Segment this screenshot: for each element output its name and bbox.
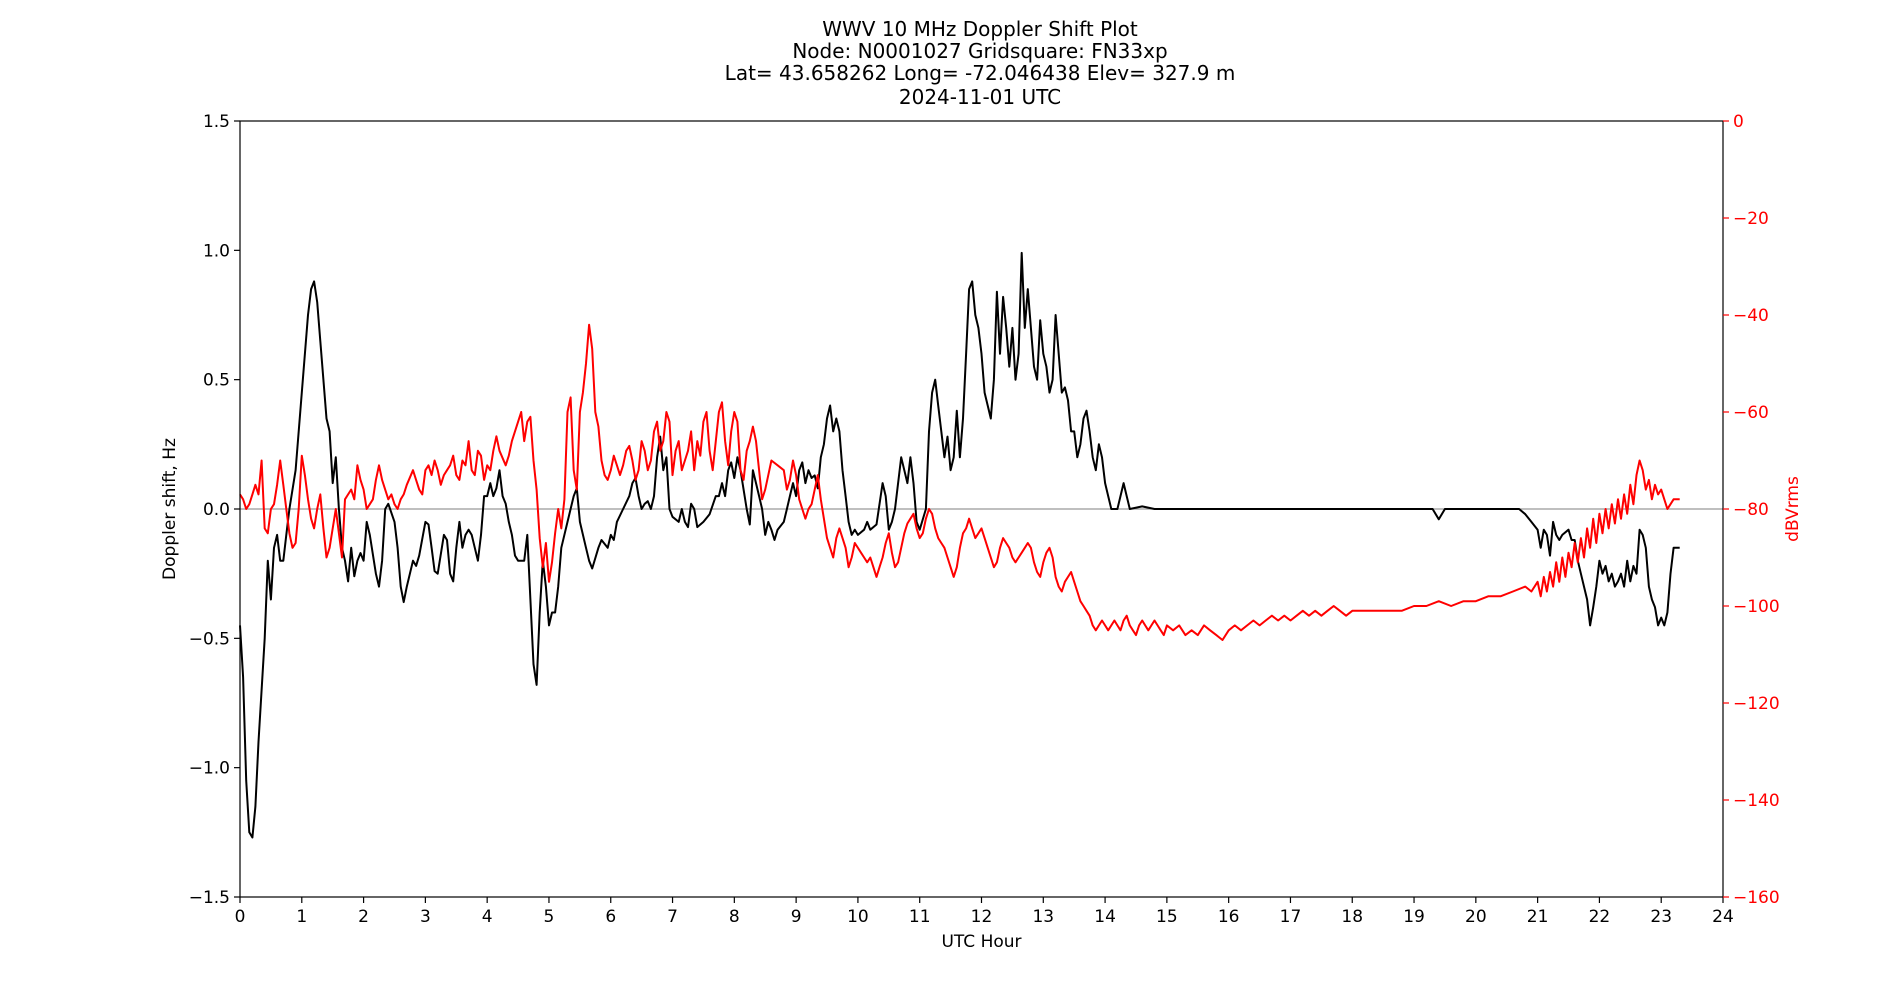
left-y-tick-label: 0.0 <box>203 500 230 520</box>
x-tick-label: 16 <box>1218 907 1240 927</box>
x-tick-label: 6 <box>605 907 616 927</box>
x-tick-label: 20 <box>1465 907 1487 927</box>
left-y-axis-ticks: −1.5 −1.0 −0.5 0.0 0.5 1.0 1.5 <box>189 112 240 908</box>
left-y-tick-label: 1.5 <box>203 112 230 132</box>
right-y-tick-label: −160 <box>1733 888 1780 908</box>
x-tick-label: 5 <box>544 907 555 927</box>
right-y-tick-label: −80 <box>1733 500 1769 520</box>
x-tick-label: 24 <box>1712 907 1734 927</box>
x-tick-label: 10 <box>847 907 869 927</box>
x-tick-label: 17 <box>1280 907 1302 927</box>
x-tick-label: 14 <box>1094 907 1116 927</box>
right-y-tick-label: −60 <box>1733 403 1769 423</box>
left-y-tick-label: −1.5 <box>189 888 230 908</box>
x-tick-label: 1 <box>296 907 307 927</box>
right-y-tick-label: −140 <box>1733 791 1780 811</box>
x-tick-label: 15 <box>1156 907 1178 927</box>
x-axis-label: UTC Hour <box>941 932 1021 952</box>
right-y-axis-ticks: 0 −20 −40 −60 −80 −100 −120 −140 −160 <box>1723 112 1780 908</box>
x-tick-label: 13 <box>1032 907 1054 927</box>
right-y-tick-label: −20 <box>1733 209 1769 229</box>
title-line-1: WWV 10 MHz Doppler Shift Plot <box>822 17 1138 41</box>
right-y-tick-label: −120 <box>1733 694 1780 714</box>
doppler-shift-line <box>239 251 1680 839</box>
left-y-tick-label: 1.0 <box>203 241 230 261</box>
series-layer <box>239 251 1680 839</box>
left-y-tick-label: 0.5 <box>203 371 230 391</box>
right-y-tick-label: 0 <box>1733 112 1744 132</box>
title-line-3: Lat= 43.658262 Long= -72.046438 Elev= 32… <box>725 61 1236 85</box>
left-y-axis-label: Doppler shift, Hz <box>160 438 180 580</box>
x-tick-label: 12 <box>971 907 993 927</box>
right-y-axis-label: dBVrms <box>1783 476 1803 542</box>
power-dbvrms-line <box>239 323 1680 641</box>
x-tick-label: 22 <box>1589 907 1611 927</box>
x-tick-label: 7 <box>667 907 678 927</box>
x-tick-label: 23 <box>1650 907 1672 927</box>
x-tick-label: 0 <box>235 907 246 927</box>
right-y-tick-label: −40 <box>1733 306 1769 326</box>
x-tick-label: 2 <box>358 907 369 927</box>
x-tick-label: 19 <box>1403 907 1425 927</box>
x-tick-label: 4 <box>482 907 493 927</box>
x-tick-label: 11 <box>909 907 931 927</box>
x-tick-label: 3 <box>420 907 431 927</box>
x-axis-ticks: 0 1 2 3 4 5 6 7 8 9 10 11 12 13 14 15 16 17 18 19 20 21 22 23 24 <box>235 897 1734 927</box>
x-tick-label: 21 <box>1527 907 1549 927</box>
left-y-tick-label: −0.5 <box>189 629 230 649</box>
left-y-tick-label: −1.0 <box>189 759 230 779</box>
x-tick-label: 8 <box>729 907 740 927</box>
right-y-tick-label: −100 <box>1733 597 1780 617</box>
x-tick-label: 18 <box>1341 907 1363 927</box>
title-line-4: 2024-11-01 UTC <box>899 85 1061 109</box>
title-line-2: Node: N0001027 Gridsquare: FN33xp <box>792 39 1167 63</box>
chart-title: WWV 10 MHz Doppler Shift Plot Node: N000… <box>725 17 1236 109</box>
x-tick-label: 9 <box>791 907 802 927</box>
